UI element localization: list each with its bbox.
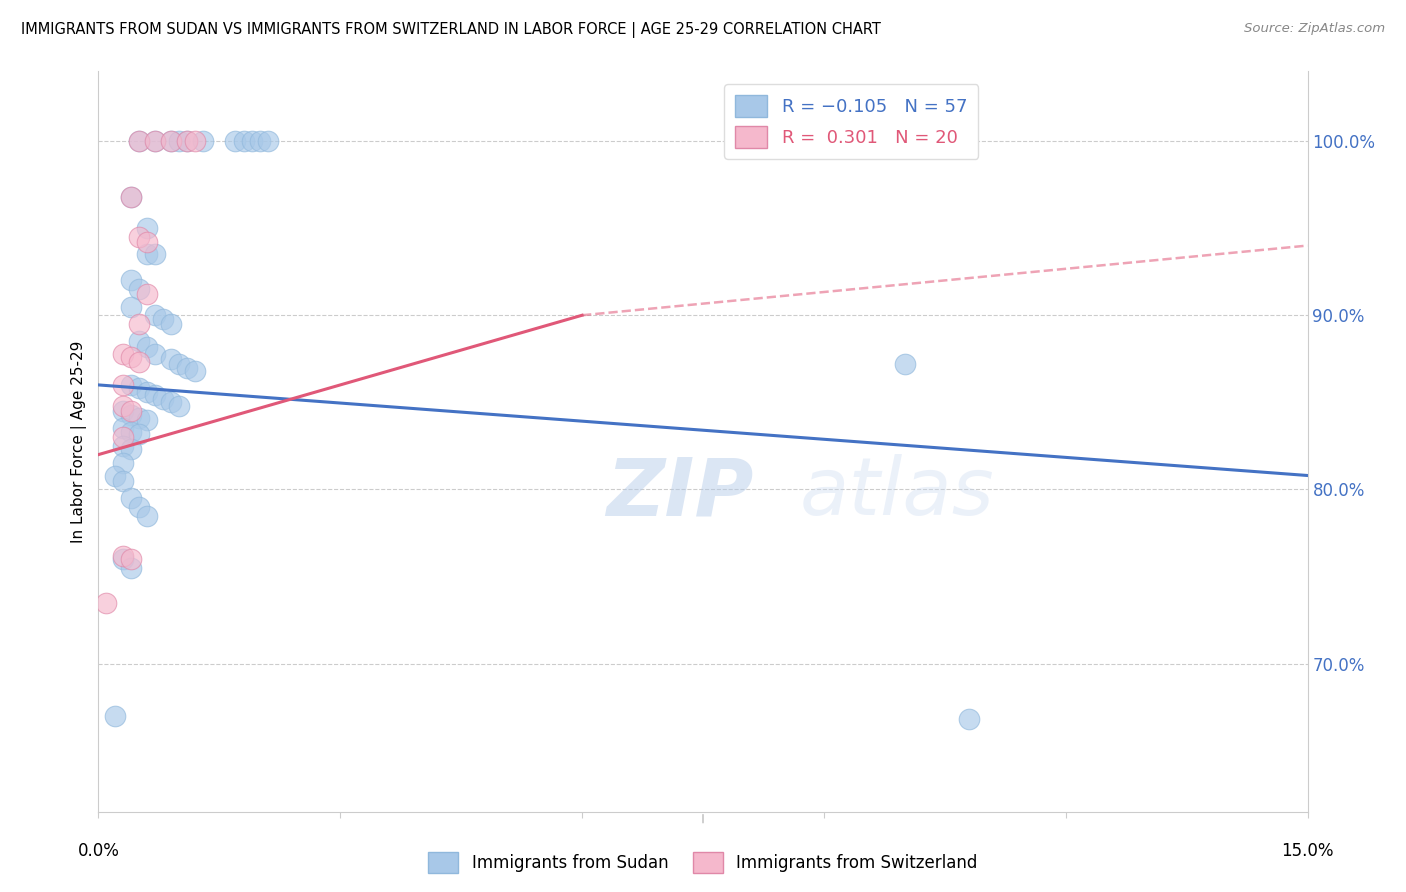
Point: [111, 421, 134, 435]
Point: [135, 287, 157, 301]
Point: [120, 190, 142, 204]
Point: [128, 381, 150, 395]
Point: [111, 404, 134, 418]
Point: [128, 334, 150, 349]
Text: atlas: atlas: [800, 454, 994, 533]
Point: [249, 134, 271, 148]
Point: [224, 134, 246, 148]
Point: [160, 395, 183, 409]
Point: [111, 549, 134, 563]
Text: 0.0%: 0.0%: [77, 842, 120, 860]
Point: [111, 456, 134, 470]
Point: [143, 247, 166, 261]
Point: [176, 134, 198, 148]
Legend: Immigrants from Sudan, Immigrants from Switzerland: Immigrants from Sudan, Immigrants from S…: [422, 846, 984, 880]
Text: ZIP: ZIP: [606, 454, 754, 533]
Point: [96, 596, 118, 610]
Point: [167, 357, 190, 371]
Point: [957, 712, 980, 726]
Point: [120, 378, 142, 392]
Text: 15.0%: 15.0%: [1281, 842, 1334, 860]
Point: [176, 360, 198, 375]
Point: [120, 491, 142, 505]
Point: [103, 709, 125, 723]
Point: [111, 378, 134, 392]
Point: [135, 384, 157, 399]
Point: [120, 425, 142, 439]
Point: [143, 308, 166, 322]
Point: [111, 474, 134, 488]
Point: [120, 273, 142, 287]
Point: [256, 134, 278, 148]
Point: [135, 221, 157, 235]
Point: [120, 190, 142, 204]
Point: [135, 235, 157, 249]
Point: [120, 442, 142, 457]
Point: [103, 468, 125, 483]
Point: [143, 134, 166, 148]
Point: [135, 413, 157, 427]
Point: [120, 350, 142, 364]
Point: [184, 134, 207, 148]
Point: [128, 134, 150, 148]
Point: [111, 552, 134, 566]
Point: [135, 247, 157, 261]
Point: [128, 317, 150, 331]
Point: [128, 355, 150, 369]
Point: [120, 552, 142, 566]
Point: [128, 426, 150, 441]
Text: Source: ZipAtlas.com: Source: ZipAtlas.com: [1244, 22, 1385, 36]
Point: [128, 134, 150, 148]
Point: [152, 392, 174, 406]
Point: [167, 399, 190, 413]
Y-axis label: In Labor Force | Age 25-29: In Labor Force | Age 25-29: [72, 341, 87, 542]
Point: [120, 404, 142, 418]
Point: [135, 340, 157, 354]
Point: [160, 134, 183, 148]
Point: [240, 134, 263, 148]
Point: [111, 430, 134, 444]
Point: [152, 311, 174, 326]
Point: [893, 357, 915, 371]
Point: [167, 134, 190, 148]
Point: [184, 364, 207, 378]
Point: [160, 351, 183, 366]
Point: [128, 230, 150, 244]
Legend: R = −0.105   N = 57, R =  0.301   N = 20: R = −0.105 N = 57, R = 0.301 N = 20: [724, 84, 979, 159]
Point: [160, 134, 183, 148]
Point: [135, 508, 157, 523]
Point: [128, 500, 150, 514]
Point: [160, 317, 183, 331]
Point: [120, 300, 142, 314]
Point: [176, 134, 198, 148]
Point: [111, 346, 134, 360]
Point: [128, 411, 150, 425]
Point: [232, 134, 254, 148]
Point: [128, 282, 150, 296]
Point: [120, 561, 142, 575]
Point: [143, 134, 166, 148]
Point: [111, 399, 134, 413]
Point: [120, 408, 142, 422]
Point: [193, 134, 215, 148]
Text: IMMIGRANTS FROM SUDAN VS IMMIGRANTS FROM SWITZERLAND IN LABOR FORCE | AGE 25-29 : IMMIGRANTS FROM SUDAN VS IMMIGRANTS FROM…: [21, 22, 882, 38]
Point: [111, 439, 134, 453]
Point: [143, 346, 166, 360]
Point: [143, 388, 166, 402]
